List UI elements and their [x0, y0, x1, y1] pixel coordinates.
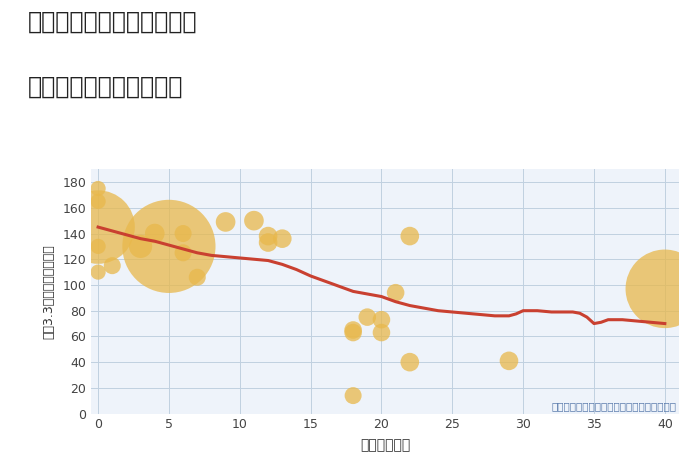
Point [262, 239, 274, 246]
Point [659, 285, 671, 293]
Y-axis label: 坪（3.3㎡）単価（万円）: 坪（3.3㎡）単価（万円） [42, 244, 55, 339]
Point [220, 218, 231, 226]
X-axis label: 築年数（年）: 築年数（年） [360, 439, 410, 453]
Point [178, 230, 189, 237]
Point [262, 232, 274, 240]
Text: 築年数別中古戸建て価格: 築年数別中古戸建て価格 [28, 75, 183, 99]
Point [92, 223, 104, 231]
Point [149, 230, 160, 237]
Point [404, 232, 415, 240]
Point [376, 329, 387, 337]
Text: 兵庫県西宮市今津上野町の: 兵庫県西宮市今津上野町の [28, 9, 197, 33]
Point [106, 262, 118, 269]
Point [276, 235, 288, 243]
Point [248, 217, 260, 224]
Point [347, 329, 358, 337]
Point [362, 313, 373, 321]
Point [192, 274, 203, 281]
Point [92, 185, 104, 192]
Point [503, 357, 514, 365]
Point [163, 243, 174, 250]
Text: 円の大きさは、取引のあった物件面積を示す: 円の大きさは、取引のあった物件面積を示す [551, 401, 676, 411]
Point [178, 249, 189, 257]
Point [92, 197, 104, 205]
Point [135, 243, 146, 250]
Point [92, 268, 104, 276]
Point [404, 359, 415, 366]
Point [390, 289, 401, 297]
Point [376, 316, 387, 323]
Point [92, 243, 104, 250]
Point [347, 392, 358, 399]
Point [347, 326, 358, 334]
